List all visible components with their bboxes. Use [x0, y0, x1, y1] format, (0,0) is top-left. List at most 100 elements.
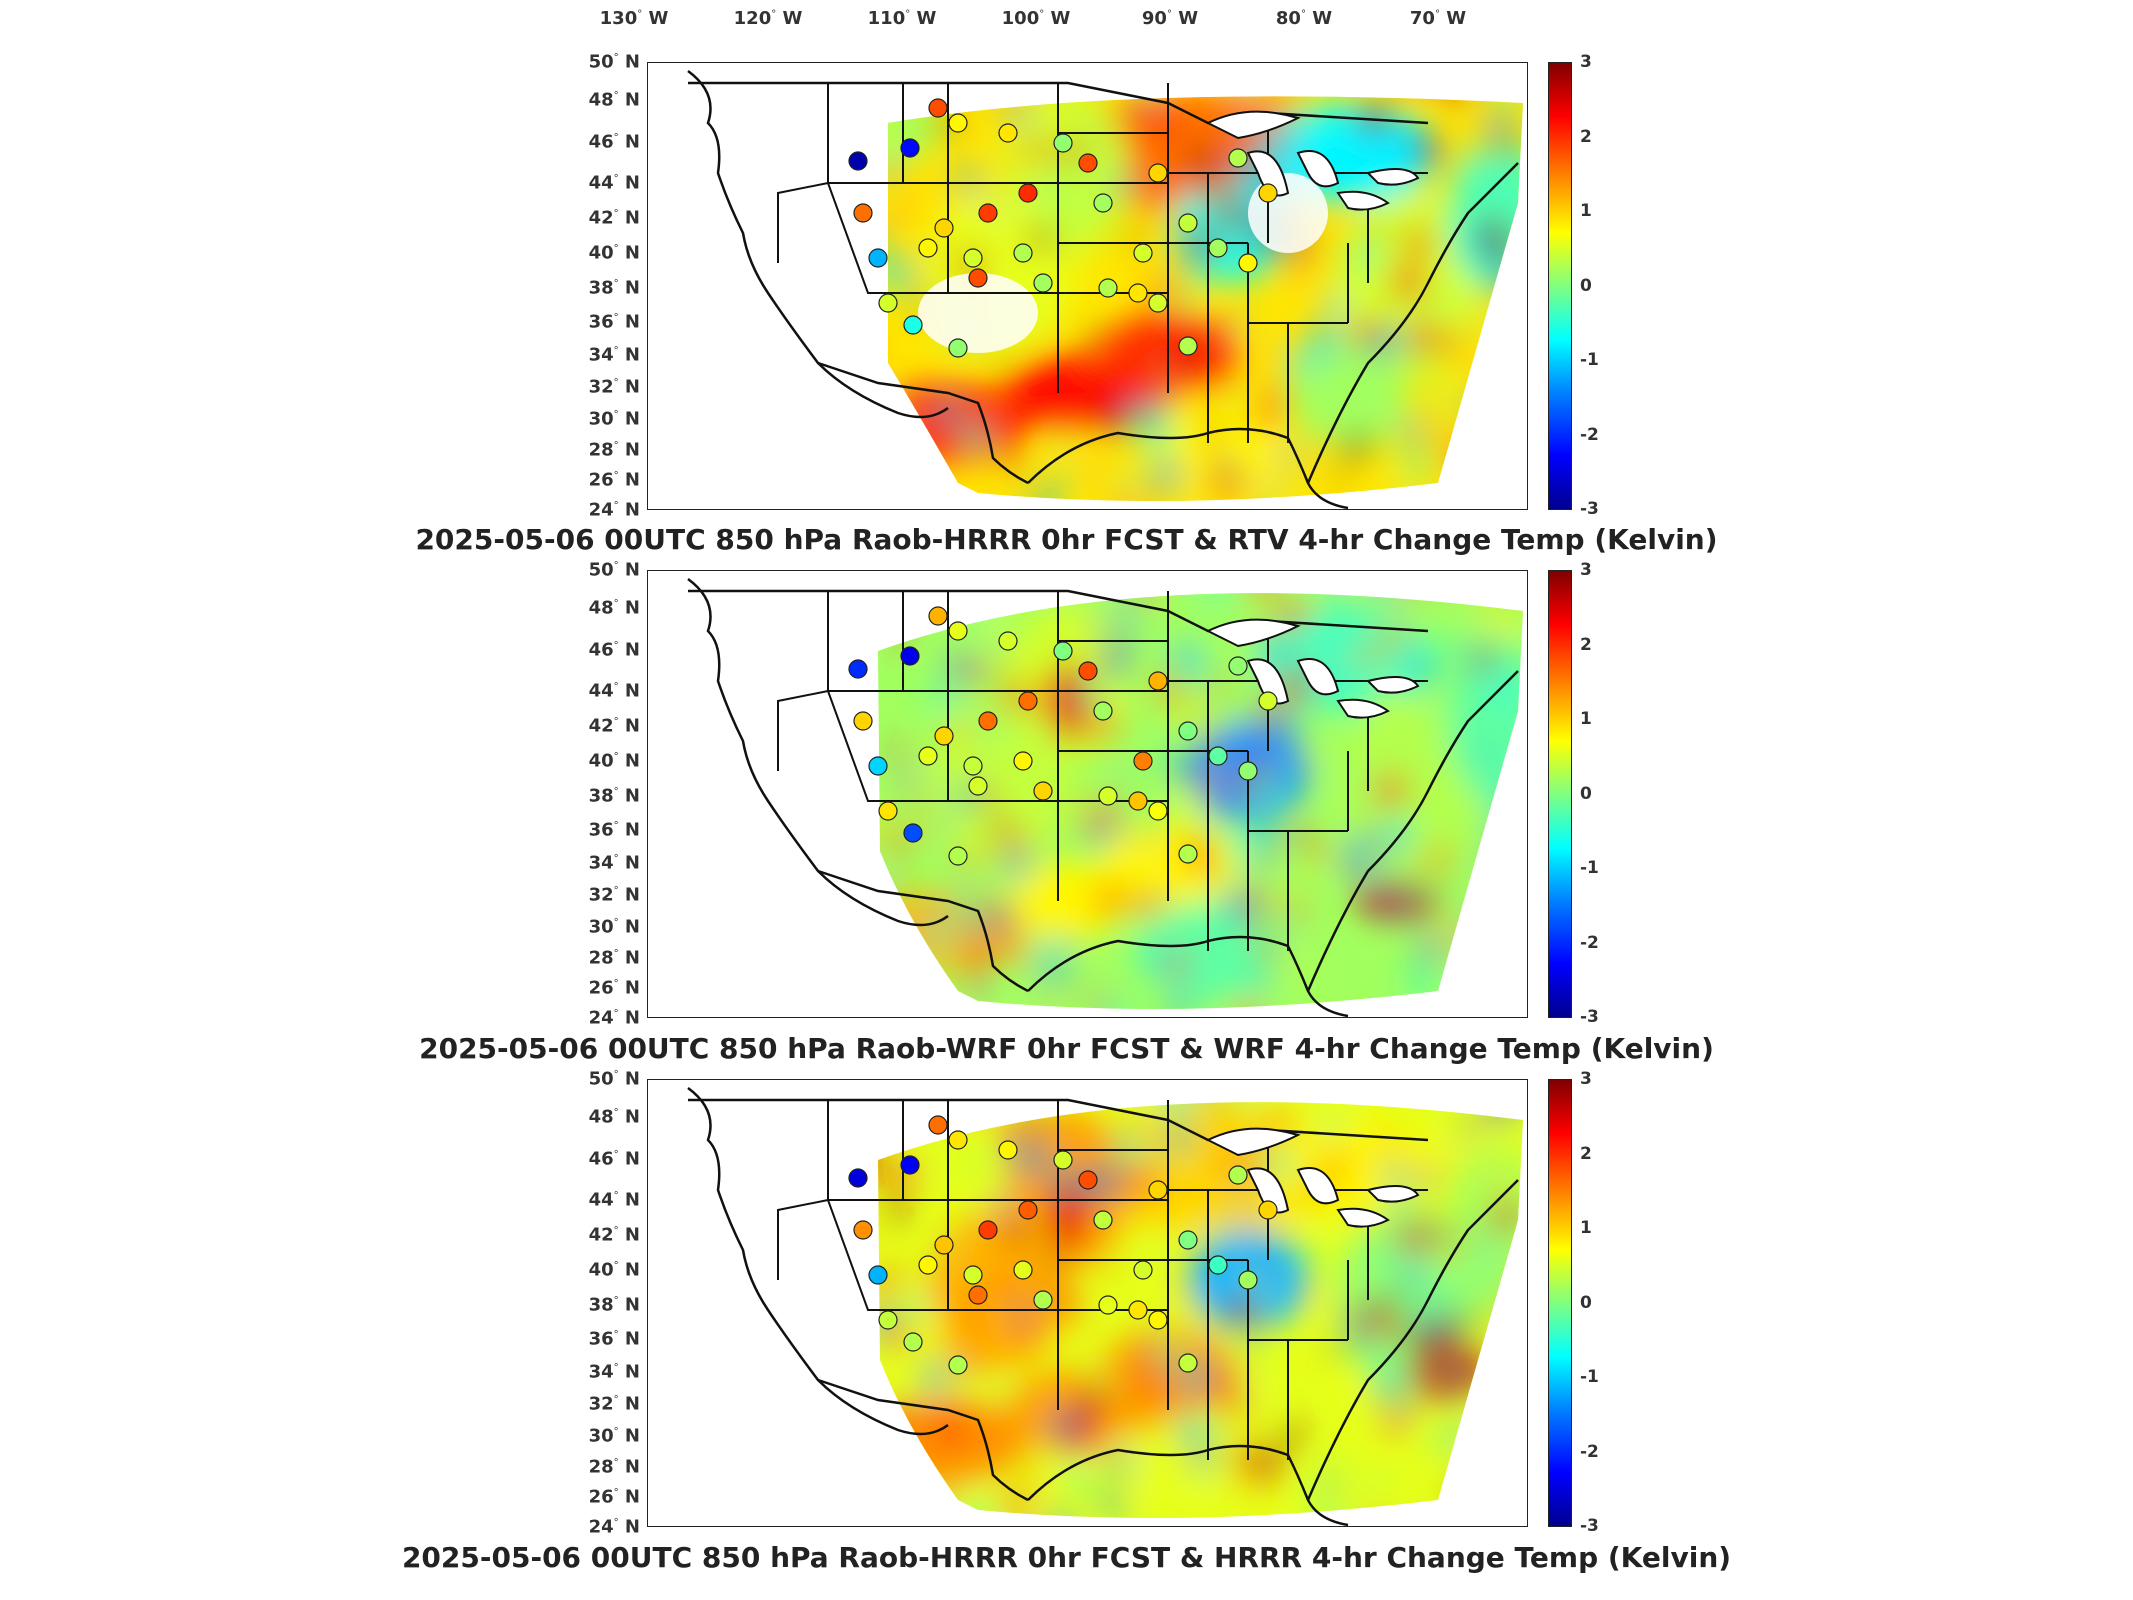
field-speckle	[710, 413, 733, 436]
colorbar-tick: -2	[1580, 424, 1599, 445]
field-speckle	[1505, 1454, 1520, 1469]
raob-station-marker	[978, 711, 998, 731]
latitude-label: 28° N	[588, 1456, 640, 1478]
latitude-value: 42	[588, 715, 614, 737]
field-speckle	[792, 1288, 823, 1319]
raob-station-marker	[868, 248, 888, 268]
raob-station-marker	[1098, 1295, 1118, 1315]
latitude-value: 36	[588, 1328, 614, 1350]
field-speckle	[891, 414, 916, 440]
latitude-label: 30° N	[588, 916, 640, 938]
field-speckle	[928, 678, 964, 714]
latitude-dir: N	[624, 559, 640, 581]
field-speckle	[1380, 1161, 1399, 1179]
raob-station-marker	[903, 1332, 923, 1352]
field-speckle	[990, 1269, 1022, 1301]
colorbar-tick: 0	[1580, 783, 1592, 804]
longitude-dir: W	[1178, 8, 1199, 29]
field-speckle	[649, 993, 675, 1018]
field-speckle	[834, 971, 864, 1001]
field-speckle	[1172, 1277, 1185, 1290]
field-speckle	[677, 1395, 692, 1410]
field-speckle	[1056, 467, 1074, 486]
latitude-value: 48	[588, 597, 614, 619]
field-speckle	[1464, 574, 1477, 587]
latitude-value: 46	[588, 639, 614, 661]
field-speckle	[996, 650, 1021, 675]
field-speckle	[1439, 327, 1473, 361]
field-speckle	[1215, 1378, 1234, 1396]
field-speckle	[712, 1472, 727, 1487]
field-speckle	[1375, 892, 1389, 906]
raob-station-marker	[928, 1115, 948, 1135]
field-speckle	[1475, 1255, 1503, 1283]
field-speckle	[1415, 662, 1432, 679]
latitude-label: 36° N	[588, 1328, 640, 1350]
field-speckle	[1115, 771, 1128, 785]
field-speckle	[1169, 283, 1199, 313]
field-speckle	[734, 1378, 751, 1395]
raob-stations	[848, 606, 1278, 866]
field-speckle	[648, 241, 658, 256]
colorbar-tick: 2	[1580, 1143, 1592, 1164]
field-speckle	[675, 477, 697, 499]
field-speckle	[726, 470, 739, 483]
latitude-label: 30° N	[588, 408, 640, 430]
raob-station-marker	[1013, 243, 1033, 263]
longitude-value: 120	[733, 8, 772, 29]
field-speckle	[920, 915, 951, 945]
field-speckle	[1486, 675, 1517, 706]
field-speckle	[785, 1241, 798, 1254]
longitude-dir: W	[916, 8, 937, 29]
field-speckle	[807, 1513, 828, 1527]
latitude-dir: N	[624, 1259, 640, 1281]
field-speckle	[804, 1422, 825, 1443]
field-speckle	[1441, 440, 1473, 472]
field-speckle	[1012, 1516, 1027, 1519]
field-speckle	[1356, 826, 1374, 845]
field-speckle	[1358, 1479, 1381, 1503]
field-speckle	[830, 492, 845, 507]
field-speckle	[1399, 488, 1418, 501]
raob-station-marker	[928, 98, 948, 118]
field-speckle	[834, 100, 868, 134]
raob-station-marker	[1033, 781, 1053, 801]
field-speckle	[1227, 1295, 1260, 1328]
field-speckle	[780, 290, 807, 317]
field-speckle	[799, 1255, 815, 1271]
colorbar-tick: 2	[1580, 126, 1592, 147]
latitude-dir: N	[624, 1393, 640, 1415]
raob-station-marker	[934, 1235, 954, 1255]
latitude-label: 50° N	[588, 51, 640, 73]
field-speckle	[1082, 339, 1112, 369]
field-speckle	[1056, 260, 1090, 294]
latitude-value: 44	[588, 680, 614, 702]
field-speckle	[1485, 419, 1522, 456]
field-speckle	[1172, 787, 1205, 820]
field-speckle	[1166, 1106, 1185, 1125]
field-speckle	[741, 119, 764, 142]
raob-station-marker	[900, 138, 920, 158]
raob-station-marker	[848, 659, 868, 679]
field-speckle	[648, 1120, 663, 1150]
latitude-dir: N	[624, 207, 640, 229]
latitude-dir: N	[624, 344, 640, 366]
field-speckle	[663, 458, 693, 488]
latitude-dir: N	[624, 277, 640, 299]
field-speckle	[815, 711, 833, 729]
colorbar-2	[1548, 570, 1572, 1018]
raob-station-marker	[998, 631, 1018, 651]
field-speckle	[1194, 1456, 1215, 1477]
field-speckle	[813, 1296, 848, 1331]
field-speckle	[1484, 102, 1514, 132]
latitude-label: 26° N	[588, 469, 640, 491]
raob-station-marker	[1053, 641, 1073, 661]
latitude-dir: N	[624, 1106, 640, 1128]
raob-station-marker	[978, 203, 998, 223]
field-speckle	[704, 916, 736, 948]
raob-station-marker	[963, 1265, 983, 1285]
field-speckle	[1482, 1166, 1517, 1201]
field-blob	[1008, 861, 1128, 941]
field-speckle	[889, 625, 908, 645]
field-speckle	[1042, 1255, 1062, 1275]
